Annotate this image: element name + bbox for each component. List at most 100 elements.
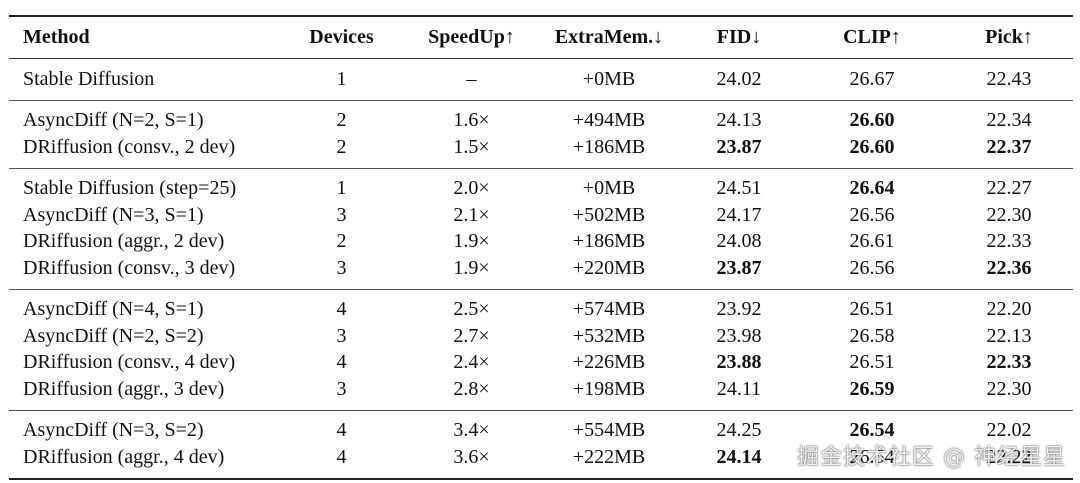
cell-clip: 26.67: [849, 67, 895, 90]
cell-fid: 23.98: [716, 324, 762, 347]
cell-method: AsyncDiff (N=2, S=2): [23, 324, 204, 347]
cell-extramem: +198MB: [572, 377, 646, 400]
cell-devices: 1: [336, 67, 347, 90]
row-group: Stable Diffusion (step=25) 1 2.0× +0MB 24.51…: [9, 167, 1073, 289]
cell-devices: 4: [279, 409, 404, 444]
cell-pick: 22.27: [945, 167, 1073, 202]
table-row: AsyncDiff (N=4, S=1) 4 2.5× +574MB 23.92 26.5…: [9, 288, 1073, 323]
cell-fid: 24.02: [716, 67, 762, 90]
cell-devices: 3: [336, 324, 347, 347]
header-clip: CLIP↑: [799, 15, 945, 59]
cell-extramem: +532MB: [572, 324, 646, 347]
cell-method: DRiffusion (consv., 4 dev): [23, 351, 236, 374]
row-group: AsyncDiff (N=4, S=1) 4 2.5× +574MB 23.92 26.5…: [9, 288, 1073, 410]
row-group: Stable Diffusion 1 – +0MB 24.02 26.67 22.43: [9, 59, 1073, 101]
cell-devices: 4: [279, 444, 404, 480]
cell-clip: 26.64: [799, 167, 945, 202]
table-row: DRiffusion (aggr., 4 dev) 4 3.6× +222MB 24.1…: [9, 444, 1073, 480]
cell-fid: 24.08: [716, 230, 762, 253]
header-devices: Devices: [279, 15, 404, 59]
cell-clip: 26.58: [849, 324, 895, 347]
table-row: AsyncDiff (N=3, S=2) 4 3.4× +554MB 24.25 26.5…: [9, 409, 1073, 444]
cell-method: DRiffusion (aggr., 4 dev): [9, 444, 279, 480]
cell-clip: 26.60: [849, 135, 895, 158]
header-row: Method Devices SpeedUp↑ ExtraMem.↓ FID↓ …: [9, 15, 1073, 59]
cell-fid: 23.88: [716, 351, 762, 374]
cell-fid: 24.13: [679, 99, 799, 134]
cell-devices: 3: [336, 377, 347, 400]
cell-speedup: 2.5×: [404, 288, 539, 323]
cell-fid: 24.25: [679, 409, 799, 444]
cell-fid: 23.92: [679, 288, 799, 323]
table-row: AsyncDiff (N=2, S=2) 3 2.7× +532MB 23.98 26.5…: [9, 323, 1073, 350]
cell-clip: 26.56: [849, 203, 895, 226]
cell-method: AsyncDiff (N=3, S=1): [23, 203, 204, 226]
cell-extramem: +0MB: [582, 67, 636, 90]
results-table: Method Devices SpeedUp↑ ExtraMem.↓ FID↓ …: [9, 15, 1073, 480]
cell-devices: 3: [336, 256, 347, 279]
cell-clip: 26.61: [849, 230, 895, 253]
cell-speedup: 3.4×: [404, 409, 539, 444]
cell-fid: 24.17: [716, 203, 762, 226]
header-fid: FID↓: [679, 15, 799, 59]
table-header: Method Devices SpeedUp↑ ExtraMem.↓ FID↓ …: [9, 15, 1073, 59]
table-row: DRiffusion (aggr., 2 dev) 2 1.9× +186MB 24.0…: [9, 229, 1073, 256]
cell-clip: 26.56: [849, 256, 895, 279]
cell-extramem: +554MB: [539, 409, 679, 444]
cell-fid: 24.51: [679, 167, 799, 202]
cell-pick: 22.20: [945, 288, 1073, 323]
cell-pick: 22.33: [986, 230, 1032, 253]
cell-method: AsyncDiff (N=3, S=2): [9, 409, 279, 444]
header-extramem: ExtraMem.↓: [539, 15, 679, 59]
cell-pick: 22.13: [986, 324, 1032, 347]
cell-speedup: 1.9×: [453, 230, 490, 253]
cell-speedup: 3.6×: [404, 444, 539, 480]
cell-pick: 22.34: [945, 99, 1073, 134]
cell-devices: 3: [336, 203, 347, 226]
cell-devices: 1: [279, 167, 404, 202]
cell-extramem: +226MB: [572, 351, 646, 374]
cell-devices: 2: [336, 230, 347, 253]
table-row: DRiffusion (consv., 3 dev) 3 1.9× +220MB 23.…: [9, 255, 1073, 289]
header-speedup: SpeedUp↑: [404, 15, 539, 59]
cell-fid: 23.87: [716, 135, 762, 158]
cell-devices: 4: [336, 351, 347, 374]
cell-extramem: +502MB: [572, 203, 646, 226]
cell-extramem: +220MB: [572, 256, 646, 279]
cell-speedup: 2.1×: [453, 203, 490, 226]
cell-pick: 22.33: [986, 351, 1032, 374]
cell-clip: 26.54: [799, 444, 945, 480]
table-row: DRiffusion (consv., 4 dev) 4 2.4× +226MB 23.…: [9, 350, 1073, 377]
cell-pick: 22.30: [986, 203, 1032, 226]
cell-clip: 26.60: [799, 99, 945, 134]
cell-clip: 26.51: [799, 288, 945, 323]
cell-speedup: 2.7×: [453, 324, 490, 347]
cell-method: AsyncDiff (N=2, S=1): [9, 99, 279, 134]
cell-method: AsyncDiff (N=4, S=1): [9, 288, 279, 323]
cell-extramem: +0MB: [539, 167, 679, 202]
table-row: AsyncDiff (N=3, S=1) 3 2.1× +502MB 24.17 26.5…: [9, 202, 1073, 229]
cell-speedup: 1.9×: [453, 256, 490, 279]
cell-clip: 26.59: [849, 377, 895, 400]
header-pick: Pick↑: [945, 15, 1073, 59]
cell-fid: 24.11: [716, 377, 762, 400]
cell-method: DRiffusion (aggr., 2 dev): [23, 230, 225, 253]
cell-pick: 22.30: [986, 377, 1032, 400]
cell-speedup: 1.5×: [453, 135, 490, 158]
header-method: Method: [9, 15, 279, 59]
cell-method: Stable Diffusion (step=25): [9, 167, 279, 202]
table-row: DRiffusion (aggr., 3 dev) 3 2.8× +198MB 24.1…: [9, 376, 1073, 410]
cell-pick: 22.43: [986, 67, 1032, 90]
cell-fid: 23.87: [716, 256, 762, 279]
watermark: 掘金技术社区 @ 神经星星: [797, 445, 1066, 470]
cell-fid: 24.14: [679, 444, 799, 480]
cell-pick: 22.37: [986, 135, 1032, 158]
cell-speedup: –: [466, 67, 477, 90]
cell-speedup: 2.0×: [404, 167, 539, 202]
row-group: AsyncDiff (N=3, S=2) 4 3.4× +554MB 24.25 26.5…: [9, 409, 1073, 480]
cell-speedup: 2.8×: [453, 377, 490, 400]
cell-devices: 2: [336, 135, 347, 158]
cell-pick: 22.02: [945, 409, 1073, 444]
table-row: DRiffusion (consv., 2 dev) 2 1.5× +186MB 23.…: [9, 134, 1073, 168]
cell-extramem: +574MB: [539, 288, 679, 323]
